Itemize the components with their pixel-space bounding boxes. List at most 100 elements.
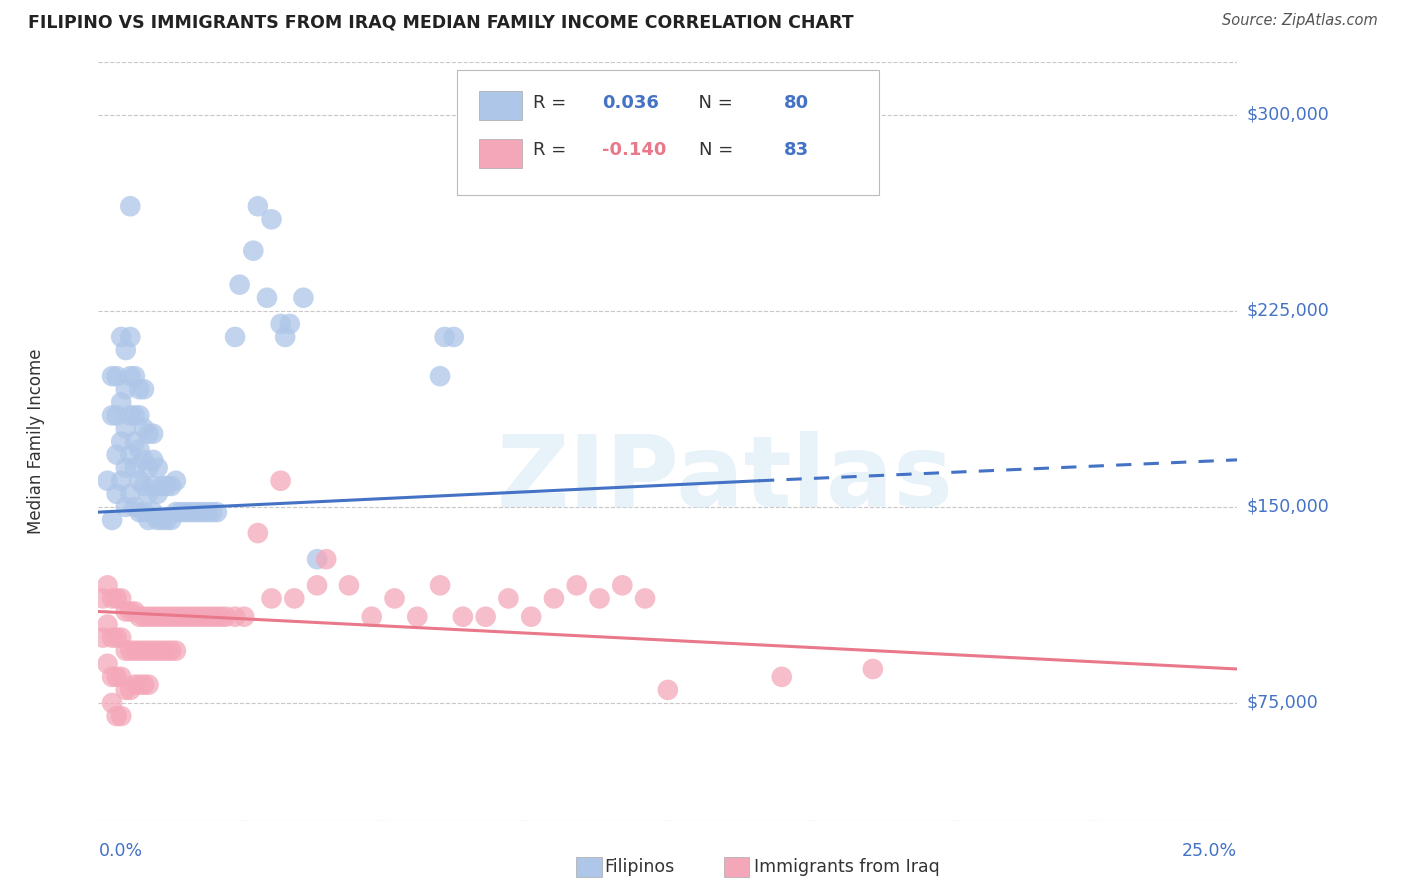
Point <box>132 479 155 493</box>
Text: $150,000: $150,000 <box>1246 498 1329 516</box>
Point <box>146 487 169 501</box>
Point <box>124 500 146 514</box>
Text: Source: ZipAtlas.com: Source: ZipAtlas.com <box>1222 13 1378 29</box>
Point <box>142 453 165 467</box>
Point <box>246 526 269 541</box>
Point <box>138 643 160 657</box>
Point <box>105 487 128 501</box>
Point <box>233 609 256 624</box>
Point <box>156 513 179 527</box>
Point <box>451 609 474 624</box>
Point <box>138 460 160 475</box>
Point <box>101 670 124 684</box>
Point <box>228 277 250 292</box>
Text: R =: R = <box>533 94 572 112</box>
Point <box>150 643 173 657</box>
Point <box>205 609 228 624</box>
Point <box>146 513 169 527</box>
Text: FILIPINO VS IMMIGRANTS FROM IRAQ MEDIAN FAMILY INCOME CORRELATION CHART: FILIPINO VS IMMIGRANTS FROM IRAQ MEDIAN … <box>28 13 853 31</box>
Point <box>187 609 209 624</box>
Point <box>114 605 136 619</box>
Point <box>498 591 520 606</box>
Text: $300,000: $300,000 <box>1246 106 1329 124</box>
Point <box>124 460 146 475</box>
Point <box>433 330 456 344</box>
Point <box>128 609 150 624</box>
Point <box>169 505 191 519</box>
Point <box>105 591 128 606</box>
FancyBboxPatch shape <box>479 139 522 168</box>
Point <box>174 609 197 624</box>
Point <box>96 657 118 671</box>
Point <box>197 505 219 519</box>
FancyBboxPatch shape <box>479 91 522 120</box>
Point <box>360 609 382 624</box>
Point <box>142 609 165 624</box>
Point <box>146 609 169 624</box>
Point <box>183 609 205 624</box>
Point <box>146 643 169 657</box>
Point <box>128 643 150 657</box>
Point <box>283 591 305 606</box>
Point <box>150 479 173 493</box>
Point <box>142 479 165 493</box>
Point <box>114 500 136 514</box>
Point <box>205 505 228 519</box>
Point <box>165 505 187 519</box>
Text: Immigrants from Iraq: Immigrants from Iraq <box>754 858 939 876</box>
Point <box>105 709 128 723</box>
Point <box>124 434 146 449</box>
Point <box>128 474 150 488</box>
Point <box>193 609 215 624</box>
Text: Median Family Income: Median Family Income <box>27 349 45 534</box>
Point <box>406 609 429 624</box>
Point <box>114 643 136 657</box>
Point <box>201 609 224 624</box>
Point <box>224 330 246 344</box>
FancyBboxPatch shape <box>457 70 879 195</box>
Point <box>114 382 136 396</box>
Point <box>120 448 142 462</box>
Point <box>110 474 132 488</box>
Point <box>120 682 142 697</box>
Point <box>588 591 610 606</box>
Point <box>142 426 165 441</box>
Point <box>260 212 283 227</box>
Point <box>128 382 150 396</box>
Point <box>124 409 146 423</box>
Point <box>215 609 238 624</box>
Point <box>174 505 197 519</box>
Point <box>474 609 496 624</box>
Point <box>193 505 215 519</box>
Text: 25.0%: 25.0% <box>1182 841 1237 860</box>
Point <box>260 591 283 606</box>
Point <box>142 505 165 519</box>
Point <box>120 605 142 619</box>
Point <box>120 487 142 501</box>
Point <box>101 591 124 606</box>
Point <box>337 578 360 592</box>
Point <box>96 617 118 632</box>
Point <box>101 631 124 645</box>
Text: 83: 83 <box>785 142 808 160</box>
Point <box>160 513 183 527</box>
Point <box>110 670 132 684</box>
Point <box>565 578 588 592</box>
Point <box>156 609 179 624</box>
Point <box>770 670 793 684</box>
Point <box>156 643 179 657</box>
Point <box>165 609 187 624</box>
Text: $75,000: $75,000 <box>1246 694 1319 712</box>
Point <box>96 474 118 488</box>
Point <box>110 591 132 606</box>
Point <box>138 426 160 441</box>
Point <box>132 609 155 624</box>
Point <box>91 631 114 645</box>
Text: 0.0%: 0.0% <box>98 841 142 860</box>
Point <box>110 631 132 645</box>
Point <box>429 369 451 384</box>
Point <box>105 369 128 384</box>
Point <box>165 474 187 488</box>
Point <box>124 369 146 384</box>
Point <box>634 591 657 606</box>
